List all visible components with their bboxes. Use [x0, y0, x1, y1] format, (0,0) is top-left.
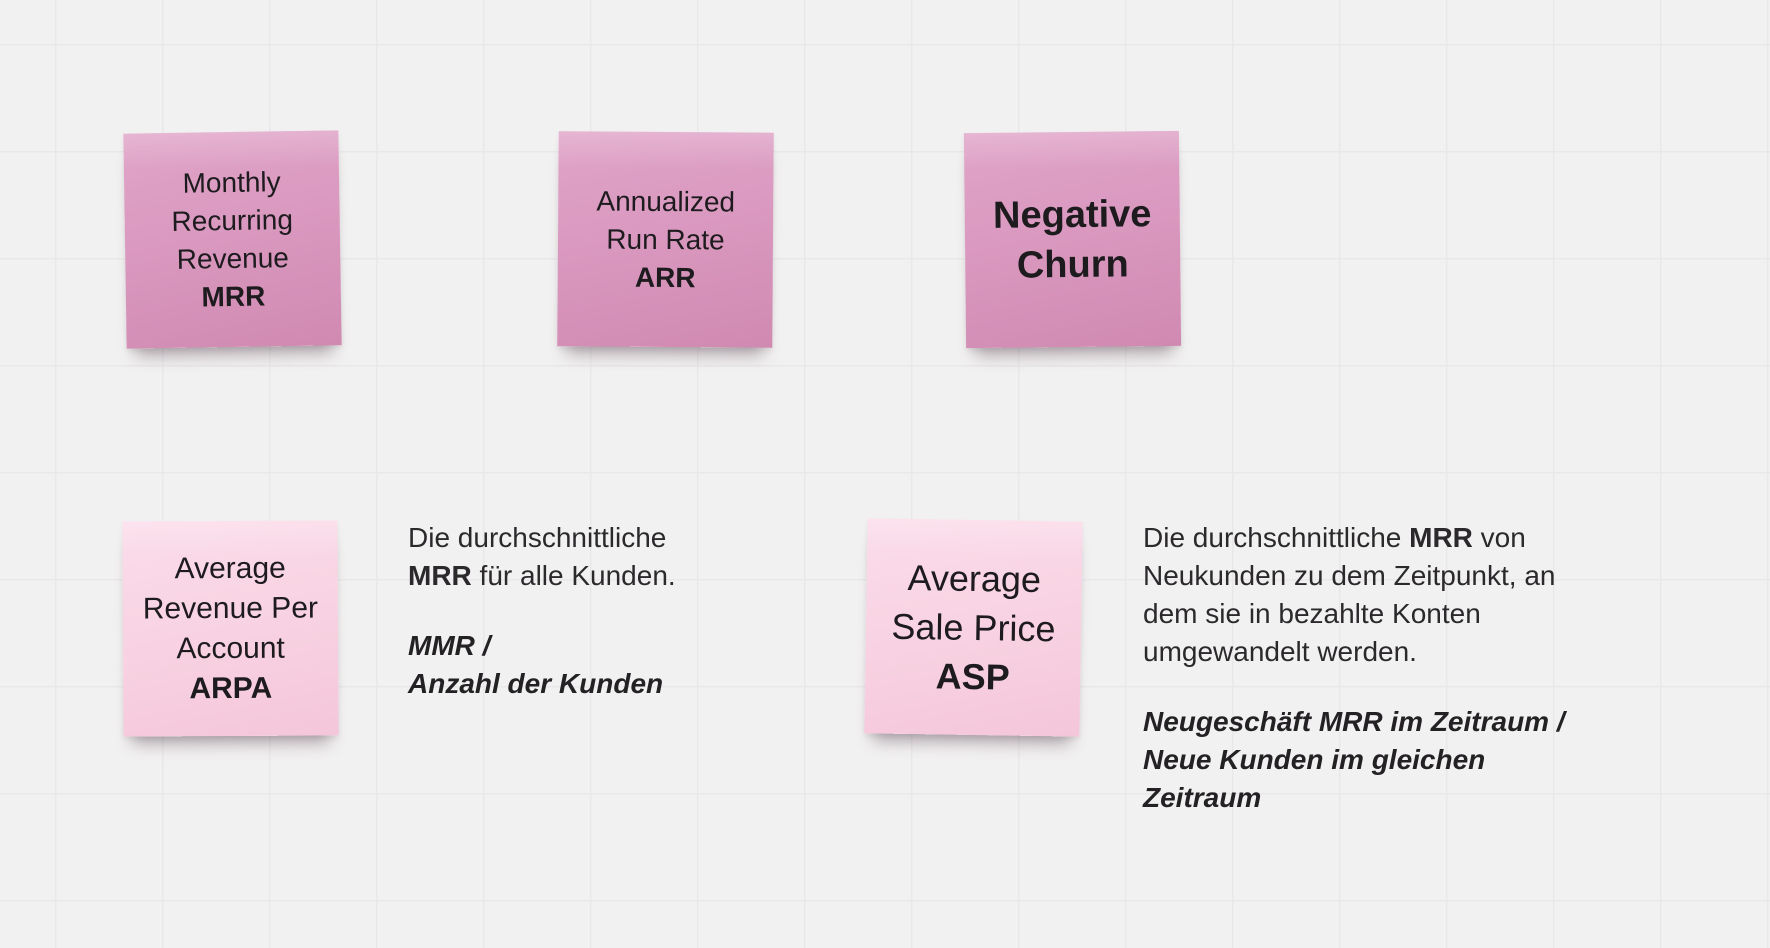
sticky-note-arpa-text: Average Revenue Per Account ARPA: [142, 551, 319, 705]
sticky-note-mrr-text: Monthly Recurring Revenue MRR: [171, 165, 294, 312]
sticky-note-negative-churn-text: Negative Churn: [992, 192, 1152, 287]
sticky-note-arpa[interactable]: Average Revenue Per Account ARPA: [122, 520, 339, 737]
sticky-note-arr-text: Annualized Run Rate ARR: [596, 185, 736, 293]
sticky-note-mrr[interactable]: Monthly Recurring Revenue MRR: [123, 130, 342, 349]
text-block-asp-definition[interactable]: Die durchschnittliche MRR von Neukunden z…: [1143, 519, 1565, 817]
sticky-note-arr[interactable]: Annualized Run Rate ARR: [557, 131, 774, 348]
asp-definition-text: Die durchschnittliche MRR von Neukunden z…: [1143, 522, 1556, 667]
arpa-formula-text: MMR / Anzahl der Kunden: [408, 630, 664, 699]
text-block-arpa-definition[interactable]: Die durchschnittliche MRR für alle Kunden…: [408, 519, 676, 703]
sticky-note-asp-text: Average Sale Price ASP: [891, 556, 1056, 698]
asp-formula-text: Neugeschäft MRR im Zeitraum / Neue Kunden…: [1143, 706, 1565, 813]
arpa-definition-text: Die durchschnittliche MRR für alle Kunden…: [408, 522, 676, 591]
sticky-note-asp[interactable]: Average Sale Price ASP: [864, 518, 1083, 737]
sticky-note-negative-churn[interactable]: Negative Churn: [963, 130, 1182, 349]
